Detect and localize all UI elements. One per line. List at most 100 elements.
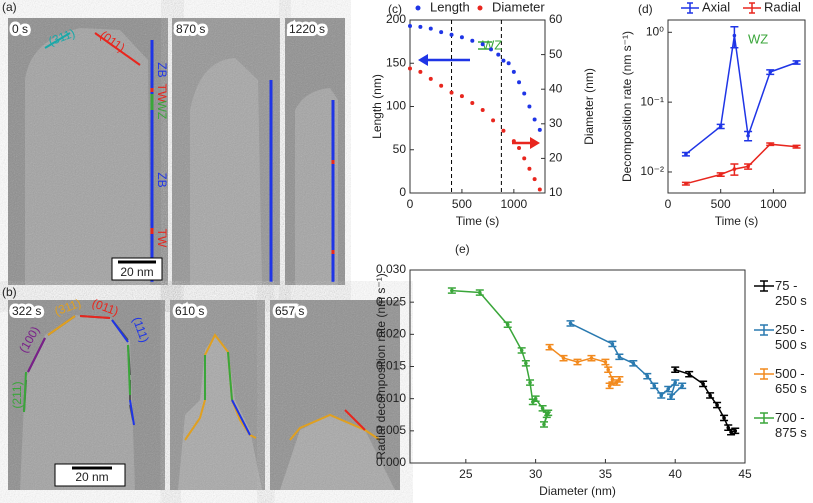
x-tick-label: 500 [711,197,731,211]
legend-item: 75 - 250 s [753,278,813,308]
panel-label: (e) [455,242,470,256]
x-tick-label: 45 [738,467,752,481]
data-point [428,26,433,31]
data-point [673,380,678,385]
y-tick-label: 10⁰ [646,24,664,38]
legend-item: 250 - 500 s [753,322,813,352]
y-tick-label: 10⁻² [640,164,664,178]
series-line [674,368,736,433]
y-tick-label: 0.010 [376,391,406,405]
data-point [546,411,550,415]
data-point [684,181,688,186]
data-point [617,377,622,382]
y2-axis-label: Diameter (nm) [582,68,596,145]
data-point [449,32,454,37]
data-point [732,167,737,171]
data-point [561,356,566,360]
plot-frame [409,269,746,464]
data-point [528,380,532,385]
data-point [532,177,537,182]
y-axis-label: Radial decomposition rate (nm s⁻¹) [374,273,388,459]
data-point [511,69,516,74]
plot-frame [409,19,546,194]
panel-label: (a) [2,0,17,14]
data-point [506,61,511,66]
data-point [659,393,664,398]
data-point [511,139,516,144]
data-point [589,356,594,360]
annotation: WZ [482,37,502,52]
data-point [673,367,678,372]
legend-marker [687,2,693,14]
data-point [517,80,522,85]
data-point [631,361,636,366]
annotation-arrows [418,41,540,149]
y-axis-label: Decomposition rate (nm s⁻¹) [620,31,634,182]
data-point [732,33,737,38]
data-point [687,372,691,377]
panel-label: (b) [2,285,17,299]
y-tick-label: 0 [399,185,406,199]
data-point [418,69,423,74]
x-tick-label: 30 [529,467,543,481]
phase-label: ZB [155,172,169,187]
y-tick-label: 50 [393,142,407,156]
data-point [746,164,750,169]
data-point [408,66,412,71]
x-tick-label: 35 [599,467,613,481]
data-point [610,342,615,346]
x-axis-label: Diameter (nm) [539,484,616,498]
data-point [428,76,433,81]
phase-label: TW [155,229,169,248]
panel-label: (d) [638,2,653,16]
frame-label: 1220 s [289,22,325,36]
data-point [726,425,731,430]
y-tick-label: 0.015 [376,359,406,373]
data-point [722,416,726,420]
frame-label: 657 s [275,304,304,318]
data-point [718,172,723,177]
data-point [532,117,537,122]
data-point [450,288,454,293]
data-point [517,146,522,151]
frame-label: 870 s [176,22,205,36]
data-point [542,422,546,427]
legend-label: 250 - 500 s [775,322,807,352]
y-axis-label: Length (nm) [370,74,384,139]
x-tick-label: 0 [665,197,672,211]
y-tick-label: 10⁻¹ [640,94,664,108]
legend-marker [754,368,774,380]
legend-marker [477,5,483,11]
data-point [470,101,475,106]
series-line [685,35,797,155]
legend-marker [754,412,774,424]
series-line [685,143,797,185]
annotation: WZ [748,31,768,46]
legend-label: 75 - 250 s [775,278,807,308]
data-point [418,24,423,29]
legend-item: 500 - 650 s [753,366,813,396]
y-tick-label: 0.000 [376,455,406,469]
legend-marker [754,280,774,292]
x-tick-label: 40 [669,467,683,481]
data-point [540,406,545,411]
data-point [733,429,738,433]
data-point [606,367,611,372]
data-point [680,384,684,388]
legend-label: Diameter [492,0,545,14]
phase-label: WZ [155,101,169,120]
y-tick-label: 200 [386,12,406,26]
frame-label: 0 s [12,22,28,36]
legend-label: 700 - 875 s [775,410,807,440]
data-point [522,91,527,96]
data-point [501,58,506,63]
data-point [603,360,608,364]
data-point [527,104,532,109]
legend-label: Axial [702,0,730,14]
legend-label: Radial [764,0,801,14]
data-point [669,394,673,399]
data-point [537,127,542,132]
data-point [527,166,532,171]
